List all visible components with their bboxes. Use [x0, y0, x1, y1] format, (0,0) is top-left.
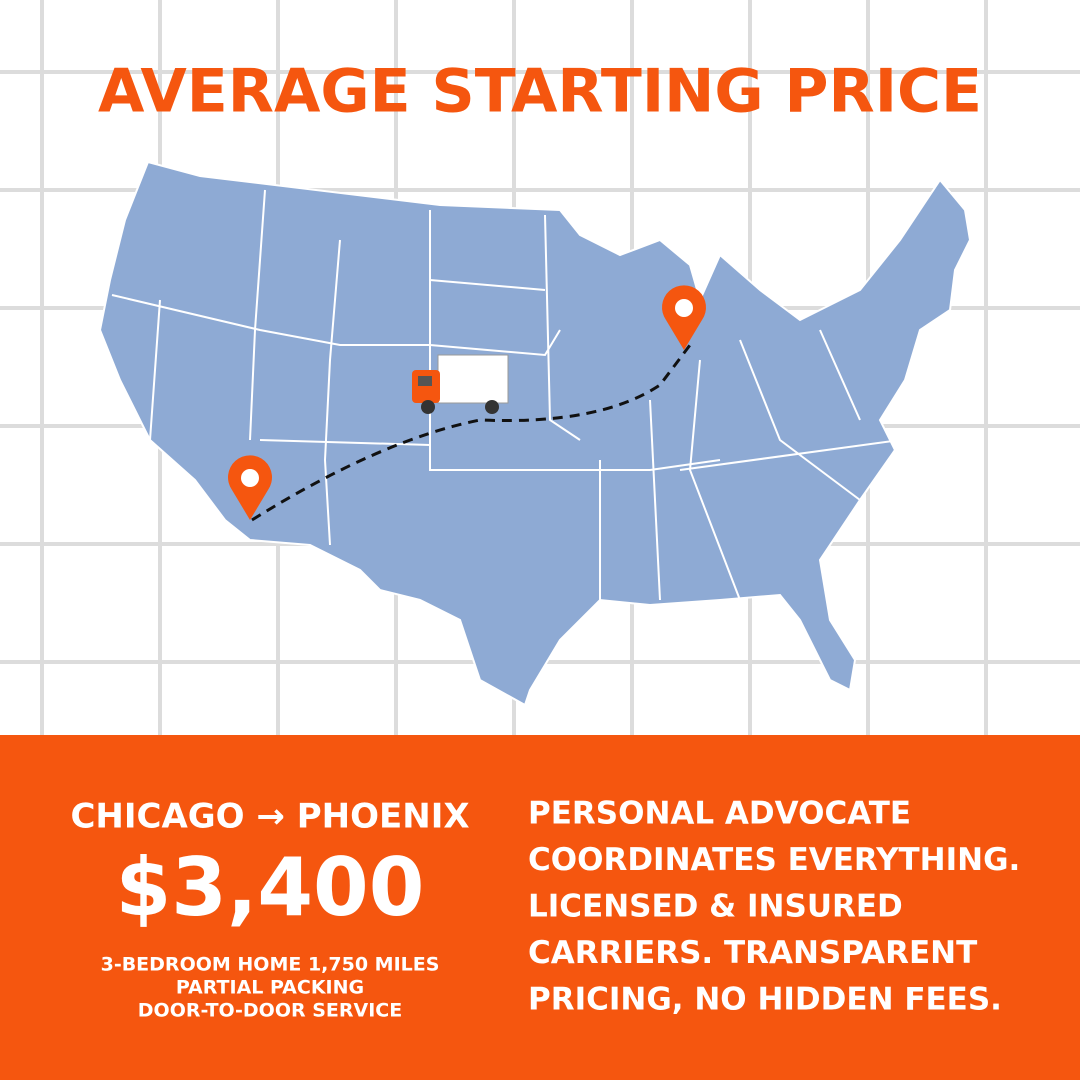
description-line: PRICING, NO HIDDEN FEES. [528, 982, 1002, 1018]
pin-phoenix [228, 455, 272, 520]
description-line: PERSONAL ADVOCATE [528, 796, 911, 832]
description-line: CARRIERS. TRANSPARENT [528, 935, 977, 971]
state-borders [111, 189, 901, 601]
description-line: COORDINATES EVERYTHING. [528, 842, 1020, 878]
route: CHICAGO → PHOENIX [70, 797, 469, 837]
description-line: LICENSED & INSURED [528, 889, 903, 925]
us-map [98, 160, 972, 707]
detail-line: 3-BEDROOM HOME 1,750 MILES [101, 954, 440, 976]
detail-line: DOOR-TO-DOOR SERVICE [138, 1000, 402, 1022]
truck [412, 354, 509, 414]
title: AVERAGE STARTING PRICE [98, 57, 982, 127]
pin-chicago [662, 285, 707, 350]
bottom-band [0, 735, 1080, 1080]
route-line [251, 344, 692, 522]
description: PERSONAL ADVOCATE COORDINATES EVERYTHING.… [528, 796, 1020, 1018]
price: $3,400 [116, 841, 425, 934]
detail-line: PARTIAL PACKING [176, 977, 364, 999]
